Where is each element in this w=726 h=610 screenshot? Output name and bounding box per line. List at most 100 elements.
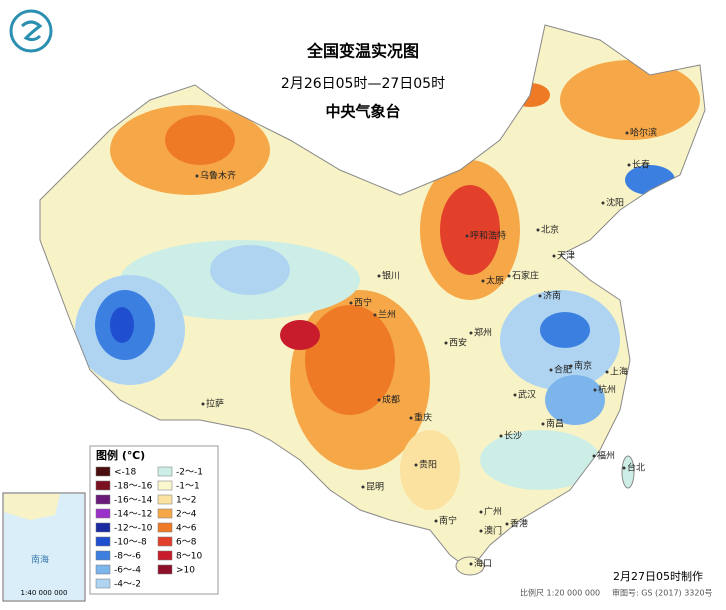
city-dot [201, 402, 205, 406]
city-dot [569, 364, 573, 368]
legend-label: -2～-1 [176, 468, 203, 478]
legend-swatch [157, 480, 173, 491]
subtitle: 2月26日05时—27日05时 [281, 76, 445, 92]
city-label: 南宁 [439, 515, 457, 527]
taiwan [621, 455, 635, 489]
legend-title: 图例 (℃) [96, 448, 145, 462]
city-label: 南昌 [546, 418, 564, 430]
city-dot [377, 274, 381, 278]
legend-swatch [157, 466, 173, 477]
city-dot [552, 254, 556, 258]
legend-label: 1～2 [176, 496, 196, 506]
city-dot [479, 529, 483, 533]
inset-label: 南海 [31, 554, 49, 566]
city-label: 海口 [474, 558, 492, 570]
legend-swatch [95, 536, 111, 547]
legend-label: -8～-6 [114, 552, 141, 562]
legend-swatch [157, 508, 173, 519]
legend-swatch [157, 536, 173, 547]
city-label: 呼和浩特 [470, 230, 506, 242]
legend-label: -12～-10 [114, 524, 153, 534]
title: 全国变温实况图 [306, 42, 419, 61]
legend-label: >10 [176, 566, 195, 576]
city-dot [536, 228, 540, 232]
legend-swatch [95, 578, 111, 589]
city-label: 天津 [557, 251, 575, 262]
city-label: 太原 [486, 275, 504, 287]
made-time: 2月27日05时制作 [613, 570, 703, 583]
legend-swatch [95, 508, 111, 519]
legend-swatch [157, 522, 173, 533]
legend-swatch [157, 494, 173, 505]
city-label: 南京 [574, 360, 592, 372]
city-label: 武汉 [518, 389, 536, 401]
city-label: 长沙 [504, 430, 522, 442]
city-dot [541, 422, 545, 426]
city-dot [414, 463, 418, 467]
scale: 比例尺 1:20 000 000 [520, 588, 600, 598]
city-label: 银川 [382, 270, 400, 282]
city-label: 沈阳 [606, 197, 624, 209]
city-dot [361, 485, 365, 489]
city-label: 昆明 [366, 482, 384, 493]
legend-swatch [95, 466, 111, 477]
approval: 审图号: GS (2017) 3320号 [612, 588, 713, 598]
inset-scale: 1:40 000 000 [21, 589, 68, 597]
legend-swatch [95, 550, 111, 561]
city-dot [409, 416, 413, 420]
city-dot [505, 522, 509, 526]
legend-label: -6～-4 [114, 566, 141, 576]
city-label: 贵阳 [419, 459, 437, 471]
legend-swatch [157, 550, 173, 561]
city-label: 拉萨 [206, 398, 224, 410]
legend-label: 4～6 [176, 524, 197, 534]
legend-label: 6～8 [176, 538, 197, 548]
agency: 中央气象台 [325, 103, 400, 121]
legend-swatch [157, 564, 173, 575]
legend-label: <-18 [114, 468, 137, 478]
city-dot [444, 341, 448, 345]
city-dot [434, 519, 438, 523]
legend-label: -16～-14 [114, 496, 153, 506]
city-dot [538, 294, 542, 298]
city-label: 福州 [597, 450, 615, 462]
city-dot [605, 370, 609, 374]
city-dot [469, 562, 473, 566]
city-label: 北京 [541, 224, 559, 236]
city-dot [465, 234, 469, 238]
city-dot [479, 510, 483, 514]
city-label: 合肥 [554, 364, 572, 376]
city-dot [499, 434, 503, 438]
legend-swatch [95, 480, 111, 491]
city-dot [622, 466, 626, 470]
city-dot [592, 454, 596, 458]
city-dot [349, 301, 353, 305]
city-dot [195, 174, 199, 178]
city-label: 济南 [543, 290, 561, 302]
city-label: 兰州 [378, 309, 396, 321]
city-dot [377, 398, 381, 402]
city-label: 成都 [382, 394, 400, 406]
city-label: 上海 [610, 366, 628, 378]
legend-label: -10～-8 [114, 538, 147, 548]
city-dot [593, 388, 597, 392]
city-dot [481, 279, 485, 283]
legend-box [89, 445, 219, 595]
city-dot [601, 201, 605, 205]
legend-label: -18～-16 [114, 482, 153, 492]
logo-mark [21, 20, 43, 42]
city-dot [549, 368, 553, 372]
legend-swatch [95, 522, 111, 533]
city-label: 重庆 [414, 412, 432, 424]
city-dot [625, 131, 629, 135]
logo [9, 9, 53, 53]
city-label: 长春 [632, 159, 650, 171]
city-label: 西宁 [354, 297, 372, 309]
city-label: 香港 [510, 518, 528, 530]
legend-label: -14～-12 [114, 510, 152, 520]
city-label: 石家庄 [512, 270, 539, 282]
inset-land [4, 494, 60, 520]
legend-swatch [95, 564, 111, 575]
